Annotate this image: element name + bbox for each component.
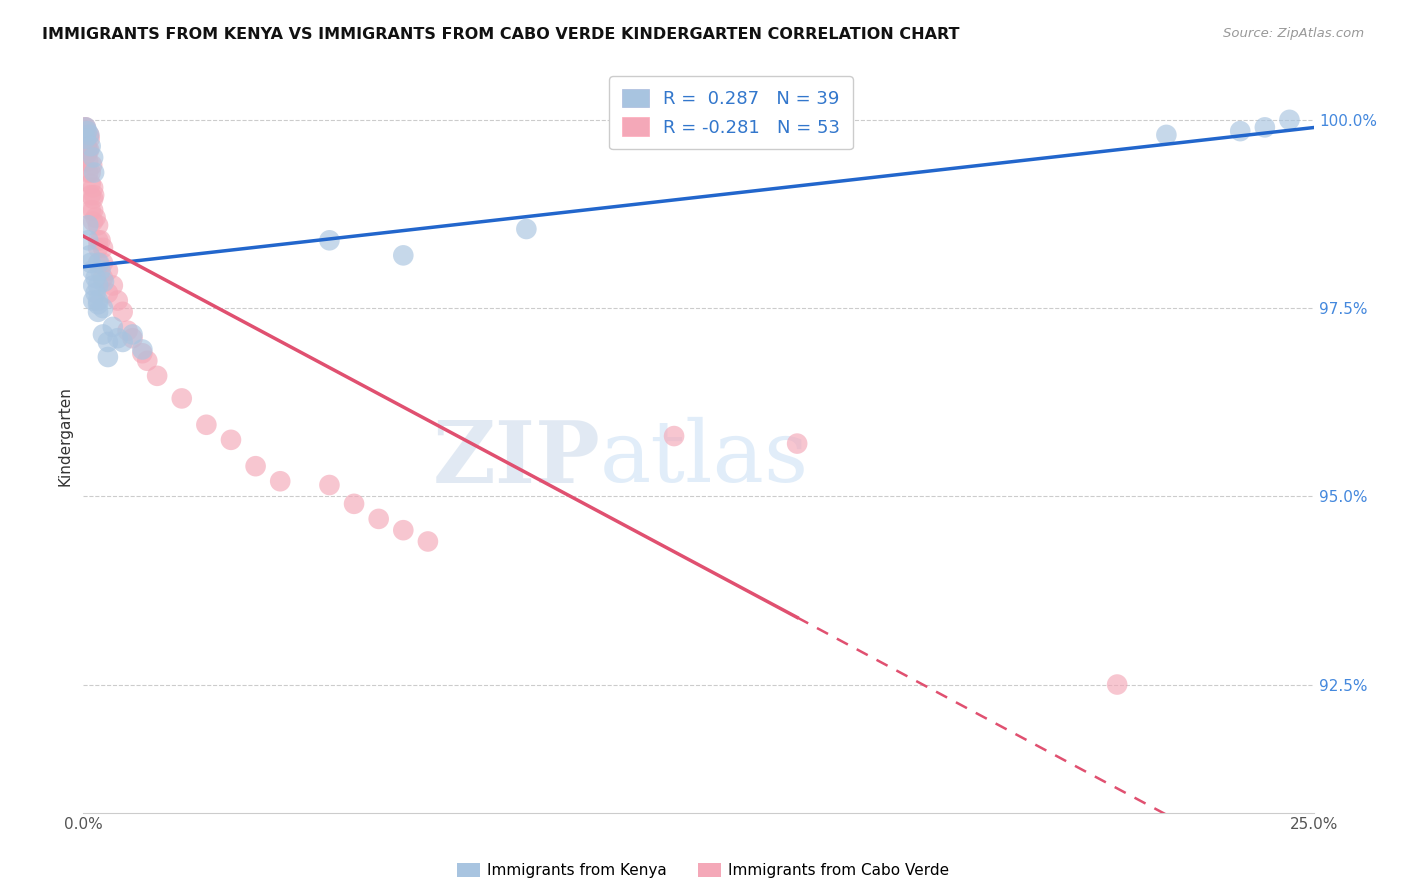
Point [416,534,439,549]
Point [79,203,101,218]
Point [77,128,100,142]
Legend: Immigrants from Kenya, Immigrants from Cabo Verde: Immigrants from Kenya, Immigrants from C… [450,857,956,884]
Point [75,120,97,135]
Point [84,271,107,285]
Point [121,331,143,345]
Point [87,305,110,319]
Point [77,233,100,247]
Point [89,233,111,247]
Point [87,256,110,270]
Point [79,188,101,202]
Point [1278,112,1301,127]
Text: Source: ZipAtlas.com: Source: ZipAtlas.com [1223,27,1364,40]
Point [91,241,114,255]
Point [97,350,120,364]
Point [83,188,105,202]
Point [75,120,97,135]
Legend: R =  0.287   N = 39, R = -0.281   N = 53: R = 0.287 N = 39, R = -0.281 N = 53 [609,76,853,149]
Point [786,436,808,450]
Point [82,214,104,228]
Point [75,128,97,142]
Point [515,222,537,236]
Point [91,301,114,315]
Point [77,165,100,179]
Point [91,256,114,270]
Point [82,203,104,218]
Point [97,334,120,349]
Point [662,429,685,443]
Point [318,233,340,247]
Point [111,334,134,349]
Point [87,297,110,311]
Point [77,128,100,142]
Point [82,151,104,165]
Point [136,353,159,368]
Point [84,211,107,225]
Point [79,131,101,145]
Point [87,219,110,233]
Point [79,256,101,270]
Point [82,278,104,293]
Point [77,219,100,233]
Point [79,248,101,262]
Point [343,497,366,511]
Point [73,120,96,135]
Point [82,293,104,308]
Point [269,475,291,489]
Point [75,131,97,145]
Point [76,139,98,153]
Point [117,324,139,338]
Point [87,293,110,308]
Point [87,256,110,270]
Point [101,278,124,293]
Point [89,263,111,277]
Point [111,305,134,319]
Point [91,271,114,285]
Point [146,368,169,383]
Point [83,165,105,179]
Point [170,392,193,406]
Point [87,241,110,255]
Point [97,285,120,300]
Point [1254,120,1277,135]
Point [82,192,104,206]
Point [93,275,115,289]
Point [318,478,340,492]
Point [219,433,242,447]
Point [77,143,100,157]
Point [84,285,107,300]
Point [79,177,101,191]
Text: atlas: atlas [600,417,810,500]
Point [91,327,114,342]
Point [107,331,129,345]
Point [195,417,218,432]
Point [101,319,124,334]
Point [77,143,100,157]
Point [367,512,389,526]
Point [87,233,110,247]
Point [107,293,129,308]
Point [82,180,104,194]
Point [87,278,110,293]
Point [82,158,104,172]
Point [121,327,143,342]
Text: ZIP: ZIP [433,417,600,500]
Point [131,346,153,360]
Y-axis label: Kindergarten: Kindergarten [58,386,72,486]
Point [76,146,98,161]
Point [76,124,98,138]
Point [1156,128,1178,142]
Point [245,459,267,474]
Point [77,154,100,169]
Point [392,523,415,537]
Point [131,343,153,357]
Point [1107,677,1129,691]
Text: IMMIGRANTS FROM KENYA VS IMMIGRANTS FROM CABO VERDE KINDERGARTEN CORRELATION CHA: IMMIGRANTS FROM KENYA VS IMMIGRANTS FROM… [42,27,960,42]
Point [82,263,104,277]
Point [392,248,415,262]
Point [97,263,120,277]
Point [79,139,101,153]
Point [1229,124,1251,138]
Point [79,165,101,179]
